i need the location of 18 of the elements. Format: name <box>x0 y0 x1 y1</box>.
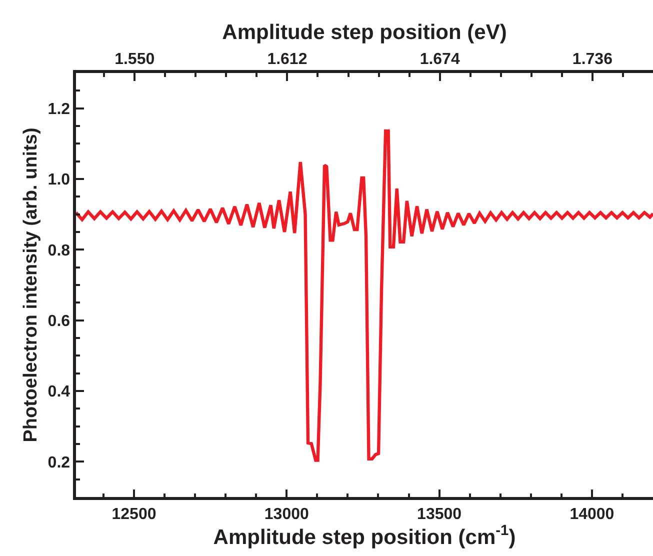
x2-tick-label: 1.550 <box>114 50 155 68</box>
x2-tick-label: 1.736 <box>572 50 613 68</box>
y-tick-label: 0.6 <box>48 312 70 330</box>
y-tick-label: 0.8 <box>48 242 70 260</box>
x-tick-label: 13000 <box>264 506 309 523</box>
x2-tick-label: 1.612 <box>267 50 308 68</box>
x-axis-title: Amplitude step position (cm$^{-1}$) <box>213 522 516 549</box>
y-axis-title: Photoelectron intensity (arb. units) <box>20 128 42 442</box>
line-series <box>76 129 653 462</box>
x2-axis-title: Amplitude step position (eV) <box>222 21 507 44</box>
x-tick-label: 14000 <box>570 506 614 523</box>
y-tick-label: 1.2 <box>48 100 70 118</box>
x2-tick-label: 1.674 <box>420 50 460 68</box>
x-tick-label: 13500 <box>417 506 462 523</box>
y-tick-label: 0.2 <box>48 454 70 472</box>
y-tick-label: 0.4 <box>48 384 70 401</box>
x-tick-label: 12500 <box>112 506 156 523</box>
y-tick-label: 1.0 <box>48 172 70 189</box>
